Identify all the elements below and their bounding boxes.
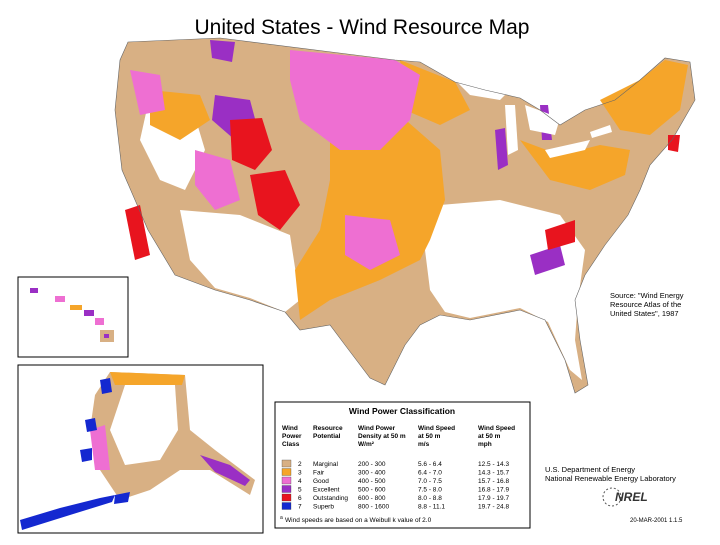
legend-cell: 200 - 300 (358, 461, 386, 468)
legend-header: Resource (313, 425, 343, 432)
legend-cell: 5.6 - 6.4 (418, 461, 442, 468)
us-map (114, 37, 696, 394)
legend-cell: 8.8 - 11.1 (418, 504, 445, 511)
legend-cell: Fair (313, 470, 325, 477)
legend-swatch (281, 459, 292, 468)
legend-cell: Excellent (313, 487, 340, 494)
agency-line: National Renewable Energy Laboratory (545, 474, 676, 483)
legend-header: m/s (418, 441, 430, 448)
legend-swatch (281, 476, 292, 485)
legend-swatch (281, 502, 292, 510)
legend-header: at 50 m (418, 433, 441, 440)
legend-header: W/m² (358, 441, 375, 448)
legend-cell: 6.4 - 7.0 (418, 470, 442, 477)
legend: Wind Power Classification WindPowerClass… (274, 401, 531, 529)
legend-cell: 7 (298, 504, 302, 511)
source-note: Source: "Wind Energy Resource Atlas of t… (610, 291, 684, 318)
legend-cell: 4 (298, 478, 302, 485)
source-line: Source: "Wind Energy (610, 291, 684, 300)
legend-header: Potential (313, 433, 341, 440)
legend-header: at 50 m (478, 433, 501, 440)
legend-cell: 5 (298, 487, 302, 494)
legend-cell: 17.9 - 19.7 (478, 495, 509, 502)
alaska-inset (17, 364, 264, 534)
legend-header: Wind (282, 425, 298, 432)
legend-cell: 500 - 600 (358, 487, 386, 494)
legend-swatch (281, 485, 292, 493)
legend-cell: Outstanding (313, 495, 348, 502)
legend-cell: 16.8 - 17.9 (478, 487, 509, 494)
legend-header: Wind Speed (478, 425, 515, 432)
legend-cell: 7.5 - 8.0 (418, 487, 442, 494)
legend-swatch (281, 468, 292, 476)
legend-header: Wind Speed (418, 425, 455, 432)
legend-cell: 8.0 - 8.8 (418, 495, 442, 502)
legend-cell: 600 - 800 (358, 495, 386, 502)
legend-footnote: Wind speeds are based on a Weibull k val… (285, 517, 432, 524)
nrel-logo: NREL (602, 487, 648, 507)
legend-header: mph (478, 441, 492, 448)
legend-cell: Superb (313, 504, 334, 511)
hawaii-inset (17, 276, 129, 358)
legend-cell: 19.7 - 24.8 (478, 504, 509, 511)
legend-title: Wind Power Classification (349, 406, 455, 416)
legend-header: Class (282, 441, 300, 448)
agency-line: U.S. Department of Energy (545, 465, 635, 474)
legend-swatch (281, 493, 292, 502)
source-line: Resource Atlas of the (610, 300, 681, 309)
code: 20-MAR-2001 1.1.5 (630, 518, 683, 524)
legend-cell: 300 - 400 (358, 470, 386, 477)
legend-cell: 2 (298, 461, 302, 468)
legend-cell: 400 - 500 (358, 478, 386, 485)
logo-text: NREL (615, 490, 648, 504)
legend-header: Wind Power (358, 425, 396, 432)
legend-cell: 15.7 - 16.8 (478, 478, 509, 485)
legend-cell: Marginal (313, 461, 338, 468)
map-title: United States - Wind Resource Map (195, 16, 530, 39)
legend-cell: 14.3 - 15.7 (478, 470, 509, 477)
legend-cell: 6 (298, 495, 302, 502)
legend-cell: 3 (298, 470, 302, 477)
footnote-marker: a (280, 515, 283, 521)
legend-header: Density at 50 m (358, 433, 406, 440)
legend-cell: 12.5 - 14.3 (478, 461, 509, 468)
legend-cell: Good (313, 478, 329, 485)
legend-header: Power (282, 433, 302, 440)
legend-cell: 7.0 - 7.5 (418, 478, 442, 485)
source-line: United States", 1987 (610, 309, 679, 318)
legend-cell: 800 - 1600 (358, 504, 389, 511)
